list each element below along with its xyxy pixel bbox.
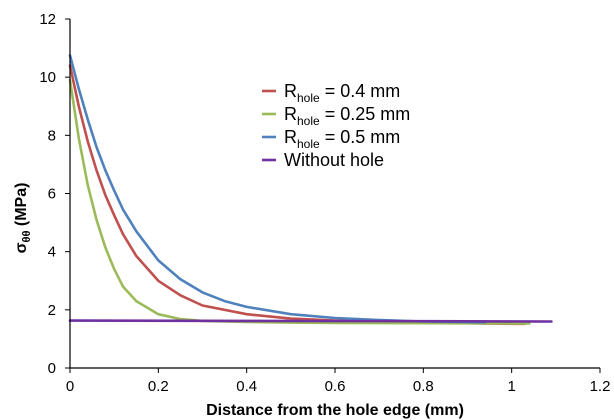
legend-label-rest: = 0.25 mm	[320, 104, 411, 124]
legend-label-sub: hole	[297, 114, 320, 128]
y-tick-label: 2	[48, 302, 56, 319]
legend-label-sub: hole	[297, 137, 320, 151]
x-tick-label: 0.8	[413, 378, 434, 395]
legend-label-3: Rhole = 0.5 mm	[284, 127, 400, 151]
legend-label-main: R	[284, 127, 297, 147]
legend-label-sub: hole	[297, 91, 320, 105]
series-line-2	[68, 78, 531, 325]
legend-label-main: Without hole	[284, 150, 384, 170]
series-line-4	[68, 319, 553, 323]
series-line-3	[68, 54, 487, 324]
axes	[69, 19, 600, 369]
plot-series	[68, 54, 553, 326]
legend-label-1: Rhole = 0.4 mm	[284, 81, 400, 105]
x-axis-title: Distance from the hole edge (mm)	[206, 402, 464, 419]
legend-label-4: Without hole	[284, 150, 384, 170]
y-axis-title-main: σ	[13, 242, 30, 253]
y-tick-label: 12	[39, 11, 56, 28]
legend-label-main: R	[284, 81, 297, 101]
x-tick-label: 1.2	[590, 378, 611, 395]
y-tick-label: 4	[48, 244, 56, 261]
x-tick-label: 0.4	[236, 378, 257, 395]
x-tick-label: 0.6	[325, 378, 346, 395]
ticks: 0 0.2 0.4 0.6 0.8 1 1.2 0 2 4 6 8 10 12	[39, 11, 610, 395]
x-tick-label: 1	[507, 378, 515, 395]
legend-label-rest: = 0.4 mm	[320, 81, 401, 101]
y-tick-label: 0	[48, 360, 56, 377]
legend-label-main: R	[284, 104, 297, 124]
y-tick-label: 10	[39, 69, 56, 86]
y-axis-title-rest: (MPa)	[13, 183, 30, 231]
y-axis-title-sub: θθ	[21, 231, 33, 243]
legend-label-2: Rhole = 0.25 mm	[284, 104, 410, 128]
y-tick-label: 6	[48, 186, 56, 203]
y-axis-title: σθθ (MPa)	[13, 183, 33, 254]
y-tick-label: 8	[48, 127, 56, 144]
x-tick-label: 0.2	[148, 378, 169, 395]
x-tick-label: 0	[66, 378, 74, 395]
legend-label-rest: = 0.5 mm	[320, 127, 401, 147]
